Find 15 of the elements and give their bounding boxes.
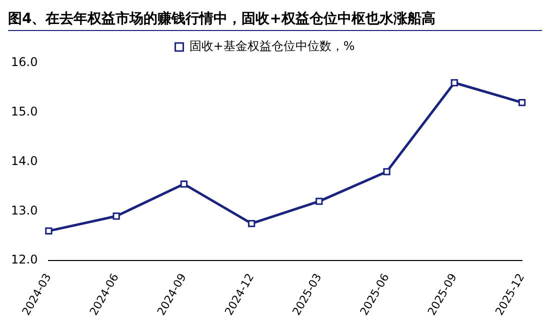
- chart-title: 图4、在去年权益市场的赚钱行情中，固收+权益仓位中枢也水涨船高: [8, 8, 542, 31]
- point: [180, 180, 188, 188]
- point: [383, 168, 390, 176]
- y-tick-label: 14.0: [11, 154, 38, 168]
- y-tick-label: 16.0: [11, 55, 38, 70]
- point: [518, 98, 526, 106]
- point: [316, 198, 323, 205]
- point: [450, 79, 458, 86]
- point: [45, 227, 52, 235]
- y-tick-label: 15.0: [11, 104, 38, 119]
- y-tick-label: 13.0: [11, 203, 38, 218]
- legend-label: 固收+基金权益仓位中位数，%: [189, 39, 355, 54]
- y-tick-label: 12.0: [11, 252, 38, 267]
- point: [248, 220, 256, 228]
- point: [112, 212, 120, 220]
